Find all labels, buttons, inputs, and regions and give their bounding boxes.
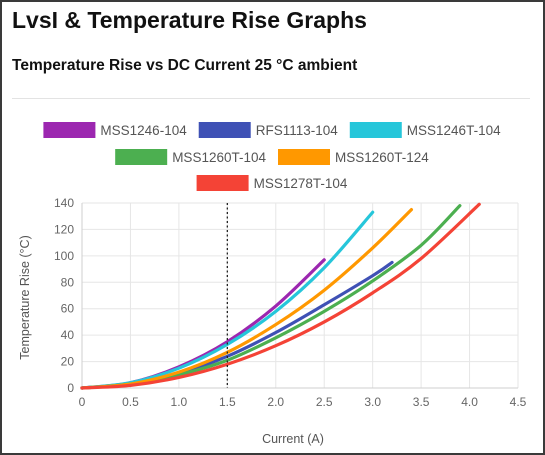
legend-swatch-mss1260t-124[interactable]: [278, 149, 330, 165]
y-axis-title: Temperature Rise (°C): [18, 235, 32, 359]
legend-swatch-rfs1113-104[interactable]: [198, 122, 251, 138]
x-tick-label: 1.5: [219, 395, 236, 409]
legend-swatch-mss1260t-104[interactable]: [115, 149, 168, 165]
y-tick-label: 80: [61, 275, 75, 289]
x-axis-title: Current (A): [262, 432, 324, 446]
x-tick-label: 2.0: [267, 395, 284, 409]
series-line-mss1278t-104[interactable]: [80, 202, 481, 390]
x-tick-label: 4.5: [510, 395, 527, 409]
y-tick-label: 100: [54, 249, 74, 263]
y-tick-label: 60: [61, 302, 75, 316]
x-tick-label: 3.5: [413, 395, 430, 409]
x-tick-label: 1.0: [171, 395, 188, 409]
y-tick-label: 20: [61, 355, 75, 369]
legend-label-mss1278t-104[interactable]: MSS1278T-104: [254, 176, 348, 191]
series-line-mss1260t-104[interactable]: [80, 204, 462, 390]
y-tick-label: 0: [67, 381, 74, 395]
legend-swatch-mss1246-104[interactable]: [43, 122, 96, 138]
y-tick-label: 120: [54, 222, 74, 236]
legend-label-mss1260t-124[interactable]: MSS1260T-124: [335, 150, 429, 165]
x-tick-label: 0: [79, 395, 86, 409]
x-tick-label: 0.5: [122, 395, 139, 409]
legend-label-mss1260t-104[interactable]: MSS1260T-104: [172, 150, 266, 165]
legend-swatch-mss1278t-104[interactable]: [196, 175, 249, 191]
y-tick-label: 140: [54, 196, 74, 210]
page-title: LvsI & Temperature Rise Graphs: [12, 7, 367, 33]
legend-label-mss1246t-104[interactable]: MSS1246T-104: [407, 123, 501, 138]
legend-swatch-mss1246t-104[interactable]: [349, 122, 402, 138]
x-tick-label: 4.0: [461, 395, 478, 409]
y-tick-label: 40: [61, 328, 75, 342]
legend-label-rfs1113-104[interactable]: RFS1113-104: [256, 123, 339, 138]
chart-subtitle: Temperature Rise vs DC Current 25 °C amb…: [12, 57, 358, 74]
series-line-mss1260t-124[interactable]: [80, 208, 414, 390]
x-tick-label: 3.0: [364, 395, 381, 409]
x-tick-label: 2.5: [316, 395, 333, 409]
series-line-rfs1113-104[interactable]: [80, 260, 394, 390]
divider: [12, 98, 530, 99]
legend-label-mss1246-104[interactable]: MSS1246-104: [100, 123, 187, 138]
